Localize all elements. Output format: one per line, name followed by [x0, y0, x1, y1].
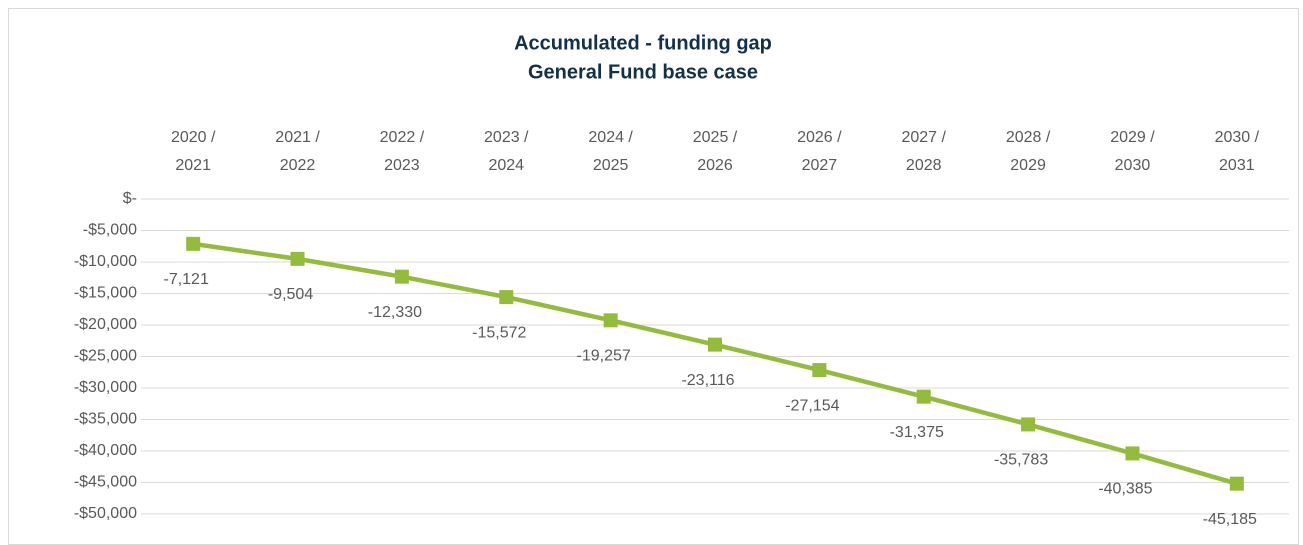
data-point	[499, 290, 514, 305]
data-point	[812, 363, 827, 378]
x-tick-label: 2026 /2027	[797, 129, 842, 174]
data-point	[1229, 476, 1244, 491]
chart-subtitle: General Fund base case	[528, 61, 758, 83]
data-point	[394, 269, 409, 284]
data-point	[186, 236, 201, 251]
x-tick-label: 2030 /2031	[1215, 129, 1260, 174]
data-label: -12,330	[368, 304, 422, 321]
y-tick-label: -$40,000	[74, 442, 137, 459]
y-tick-label: -$15,000	[74, 285, 137, 302]
chart-frame	[8, 8, 1299, 545]
x-tick-label: 2020 /2021	[171, 129, 216, 174]
x-tick-label: 2028 /2029	[1006, 129, 1051, 174]
y-tick-label: -$50,000	[74, 505, 137, 522]
y-tick-label: -$45,000	[74, 474, 137, 491]
y-tick-label: -$10,000	[74, 253, 137, 270]
data-point	[290, 251, 305, 266]
chart-title: Accumulated - funding gap	[514, 32, 772, 54]
y-tick-label: -$5,000	[83, 222, 137, 239]
data-label: -23,116	[681, 372, 734, 389]
data-point	[708, 337, 722, 352]
data-label: -35,783	[994, 452, 1048, 469]
data-point	[603, 313, 618, 328]
data-label: -15,572	[472, 324, 526, 341]
x-tick-label: 2021 /2022	[275, 129, 320, 174]
data-point	[1125, 446, 1140, 461]
x-tick-label: 2029 /2030	[1110, 129, 1155, 174]
x-tick-label: 2025 /2026	[693, 129, 738, 174]
data-label: -27,154	[785, 397, 839, 414]
x-tick-label: 2022 /2023	[380, 129, 425, 174]
y-tick-label: $-	[123, 190, 137, 207]
y-tick-label: -$25,000	[74, 348, 137, 365]
x-tick-label: 2024 /2025	[588, 129, 633, 174]
x-tick-label: 2027 /2028	[901, 129, 946, 174]
y-tick-label: -$30,000	[74, 379, 137, 396]
data-label: -19,257	[577, 348, 631, 365]
y-tick-label: -$20,000	[74, 316, 137, 333]
data-point	[1021, 417, 1036, 432]
data-point	[916, 389, 931, 404]
y-tick-label: -$35,000	[74, 411, 137, 428]
data-label: -45,185	[1203, 511, 1257, 528]
x-tick-label: 2023 /2024	[484, 129, 529, 174]
data-label: -40,385	[1098, 481, 1152, 498]
data-label: -31,375	[890, 424, 944, 441]
data-label: -7,121	[163, 271, 208, 288]
data-label: -9,504	[268, 286, 313, 303]
